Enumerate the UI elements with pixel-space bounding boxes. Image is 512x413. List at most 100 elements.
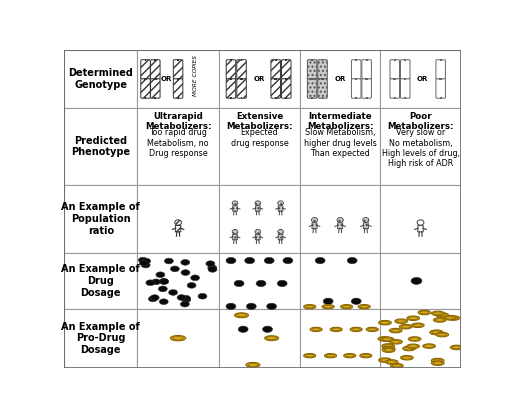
FancyBboxPatch shape	[255, 234, 260, 240]
Ellipse shape	[304, 304, 316, 309]
Ellipse shape	[267, 303, 276, 309]
Ellipse shape	[380, 358, 389, 361]
Ellipse shape	[436, 332, 449, 337]
Ellipse shape	[412, 323, 424, 328]
FancyBboxPatch shape	[141, 60, 151, 79]
Ellipse shape	[380, 337, 389, 340]
Ellipse shape	[384, 347, 393, 350]
Text: OR: OR	[334, 76, 346, 82]
Ellipse shape	[445, 316, 454, 319]
Text: Predicted
Phenotype: Predicted Phenotype	[71, 136, 130, 157]
Bar	[380, 108, 461, 185]
Bar	[219, 50, 300, 108]
Bar	[380, 50, 461, 108]
Ellipse shape	[159, 278, 168, 284]
Ellipse shape	[432, 331, 441, 334]
Ellipse shape	[368, 328, 376, 331]
Circle shape	[311, 218, 317, 223]
Ellipse shape	[385, 349, 393, 351]
Ellipse shape	[433, 318, 446, 322]
Ellipse shape	[361, 354, 370, 357]
Circle shape	[278, 201, 284, 205]
Ellipse shape	[316, 375, 324, 378]
Ellipse shape	[182, 295, 190, 301]
Ellipse shape	[142, 258, 151, 264]
Ellipse shape	[332, 328, 340, 331]
Bar	[355, 59, 357, 61]
Bar	[285, 59, 287, 61]
Ellipse shape	[168, 290, 178, 295]
Ellipse shape	[315, 257, 325, 264]
Ellipse shape	[411, 278, 422, 285]
Ellipse shape	[237, 314, 246, 317]
Ellipse shape	[395, 319, 408, 323]
Ellipse shape	[382, 348, 395, 352]
Bar	[394, 59, 396, 61]
Ellipse shape	[246, 363, 260, 367]
FancyBboxPatch shape	[418, 225, 423, 232]
Ellipse shape	[182, 297, 191, 303]
Ellipse shape	[245, 257, 254, 264]
Ellipse shape	[187, 282, 196, 288]
Ellipse shape	[267, 337, 276, 340]
Ellipse shape	[410, 337, 419, 340]
Ellipse shape	[208, 265, 217, 271]
Ellipse shape	[383, 338, 392, 341]
Ellipse shape	[306, 305, 314, 308]
Ellipse shape	[181, 270, 190, 275]
FancyBboxPatch shape	[226, 60, 236, 79]
Bar	[64, 253, 137, 309]
Ellipse shape	[325, 354, 336, 358]
FancyBboxPatch shape	[255, 206, 260, 211]
Bar	[177, 59, 179, 61]
FancyBboxPatch shape	[237, 79, 246, 98]
Ellipse shape	[234, 280, 244, 287]
Circle shape	[232, 230, 238, 234]
Ellipse shape	[423, 344, 436, 348]
Ellipse shape	[358, 304, 370, 309]
Text: An Example of
Drug
Dosage: An Example of Drug Dosage	[61, 264, 140, 297]
Ellipse shape	[366, 327, 378, 332]
Ellipse shape	[283, 257, 293, 264]
Ellipse shape	[156, 272, 165, 278]
Ellipse shape	[164, 258, 174, 264]
Circle shape	[232, 201, 238, 205]
Bar	[322, 78, 324, 80]
Ellipse shape	[434, 312, 442, 315]
Ellipse shape	[432, 331, 441, 334]
Bar	[300, 253, 380, 309]
Bar	[177, 97, 179, 99]
FancyBboxPatch shape	[318, 60, 327, 79]
Ellipse shape	[346, 354, 354, 357]
Text: OR: OR	[160, 76, 172, 82]
Bar	[64, 108, 137, 185]
Bar	[311, 97, 313, 99]
Ellipse shape	[384, 344, 393, 347]
Ellipse shape	[431, 330, 443, 335]
Ellipse shape	[277, 280, 287, 287]
Ellipse shape	[343, 305, 351, 308]
Ellipse shape	[418, 310, 431, 315]
Circle shape	[175, 220, 181, 225]
FancyBboxPatch shape	[351, 60, 361, 79]
Ellipse shape	[181, 259, 190, 265]
Bar	[275, 59, 276, 61]
Bar	[240, 78, 243, 80]
Bar	[274, 78, 277, 80]
FancyBboxPatch shape	[174, 60, 183, 79]
Ellipse shape	[432, 311, 444, 316]
Ellipse shape	[170, 335, 186, 341]
Ellipse shape	[382, 344, 395, 348]
Ellipse shape	[322, 304, 334, 309]
FancyBboxPatch shape	[400, 60, 410, 79]
Bar	[177, 78, 179, 80]
Ellipse shape	[402, 346, 415, 351]
Ellipse shape	[400, 356, 413, 360]
FancyBboxPatch shape	[282, 79, 291, 98]
Ellipse shape	[413, 324, 422, 327]
Ellipse shape	[304, 354, 316, 358]
Ellipse shape	[402, 356, 411, 359]
Ellipse shape	[310, 327, 322, 332]
FancyBboxPatch shape	[271, 79, 281, 98]
FancyBboxPatch shape	[390, 60, 399, 79]
